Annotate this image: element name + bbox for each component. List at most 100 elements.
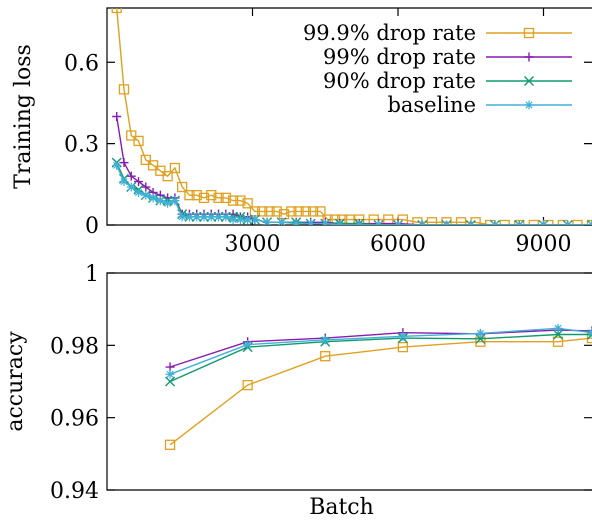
data-point	[221, 212, 231, 222]
data-point	[134, 187, 144, 197]
data-point	[198, 192, 210, 204]
data-point	[587, 329, 592, 340]
y-tick-label: 0.96	[50, 407, 99, 432]
data-point	[112, 160, 122, 170]
data-point	[393, 220, 403, 225]
legend-entry-marker	[524, 100, 534, 110]
data-point	[291, 219, 301, 225]
data-point	[243, 340, 253, 350]
data-point	[170, 196, 180, 206]
data-point	[220, 192, 231, 204]
data-point	[119, 177, 129, 187]
data-point	[141, 182, 151, 192]
legend-entry-label: baseline	[387, 93, 476, 117]
data-point	[242, 198, 253, 209]
legend-entry-label: 90% drop rate	[323, 69, 476, 93]
data-point	[455, 217, 467, 225]
data-point	[466, 220, 476, 225]
data-point	[320, 335, 330, 345]
data-point	[165, 376, 176, 387]
x-tick-label: 9000	[516, 232, 572, 257]
data-point	[320, 351, 331, 362]
y-tick-label: 0.98	[50, 334, 99, 359]
data-point	[243, 215, 253, 225]
data-point	[235, 215, 245, 225]
data-point	[169, 162, 181, 174]
series-line	[116, 116, 592, 225]
data-point	[307, 206, 319, 217]
data-point	[235, 195, 246, 206]
data-point	[228, 215, 238, 225]
data-point	[147, 160, 159, 171]
data-point	[553, 323, 563, 333]
data-point	[426, 217, 438, 225]
x-axis-label: Batch	[309, 495, 374, 520]
series-cross	[165, 329, 592, 387]
data-point	[126, 182, 136, 192]
data-point	[126, 171, 136, 181]
data-point	[557, 219, 569, 225]
data-point	[141, 190, 151, 200]
data-point	[227, 195, 239, 206]
data-point	[262, 217, 272, 225]
data-point	[286, 206, 297, 217]
data-point	[278, 208, 290, 220]
data-point	[374, 220, 384, 225]
series-line	[169, 327, 592, 375]
data-point	[499, 219, 510, 225]
y-tick-label: 0.94	[50, 479, 99, 504]
data-point	[126, 130, 137, 141]
data-point	[398, 331, 408, 341]
data-point	[206, 212, 216, 222]
data-point	[164, 439, 176, 450]
data-point	[163, 198, 173, 208]
data-point	[490, 220, 500, 225]
data-point	[191, 190, 202, 201]
data-point	[119, 158, 129, 168]
legend-entry-marker	[523, 27, 535, 39]
data-point	[543, 219, 554, 225]
data-point	[242, 379, 253, 391]
legend-entry-label: 99% drop rate	[323, 45, 476, 69]
legend-entry-marker	[524, 76, 534, 86]
accuracy-plot: 0.94 0.96 0.98 1 accuracy Batch	[3, 262, 592, 520]
data-point	[134, 177, 144, 187]
data-point	[257, 206, 268, 217]
legend-entry-marker	[524, 52, 534, 62]
data-point	[315, 206, 326, 217]
data-point	[177, 212, 187, 222]
series-star	[165, 323, 592, 379]
training-loss-plot: 0 0.3 0.6 3000 6000 9000 Training loss 99.9% dr…	[11, 7, 592, 257]
data-point	[306, 219, 316, 225]
data-point	[148, 193, 158, 203]
data-point	[118, 84, 130, 95]
data-point	[484, 219, 496, 225]
legend-entry-label: 99.9% drop rate	[303, 21, 476, 45]
data-point	[271, 206, 282, 217]
data-point	[155, 196, 165, 206]
data-point	[441, 217, 452, 225]
data-point	[293, 206, 304, 217]
data-point	[177, 181, 188, 193]
y-tick-label: 0.6	[64, 51, 99, 76]
data-point	[162, 171, 173, 182]
data-point	[199, 212, 209, 222]
data-point	[417, 220, 427, 225]
data-point	[213, 192, 224, 204]
data-point	[184, 212, 194, 222]
data-point	[335, 220, 345, 225]
y-axis-label: Training loss	[11, 44, 36, 189]
plot-frame	[106, 272, 592, 491]
data-point	[250, 215, 260, 225]
data-point	[112, 112, 122, 121]
data-point	[277, 217, 287, 225]
data-point	[184, 190, 195, 201]
data-point	[539, 220, 548, 225]
y-tick-label: 0	[85, 214, 99, 239]
data-point	[192, 212, 202, 222]
data-point	[300, 206, 312, 217]
x-tick-label: 6000	[370, 232, 426, 257]
data-point	[155, 165, 166, 176]
data-point	[475, 328, 485, 338]
